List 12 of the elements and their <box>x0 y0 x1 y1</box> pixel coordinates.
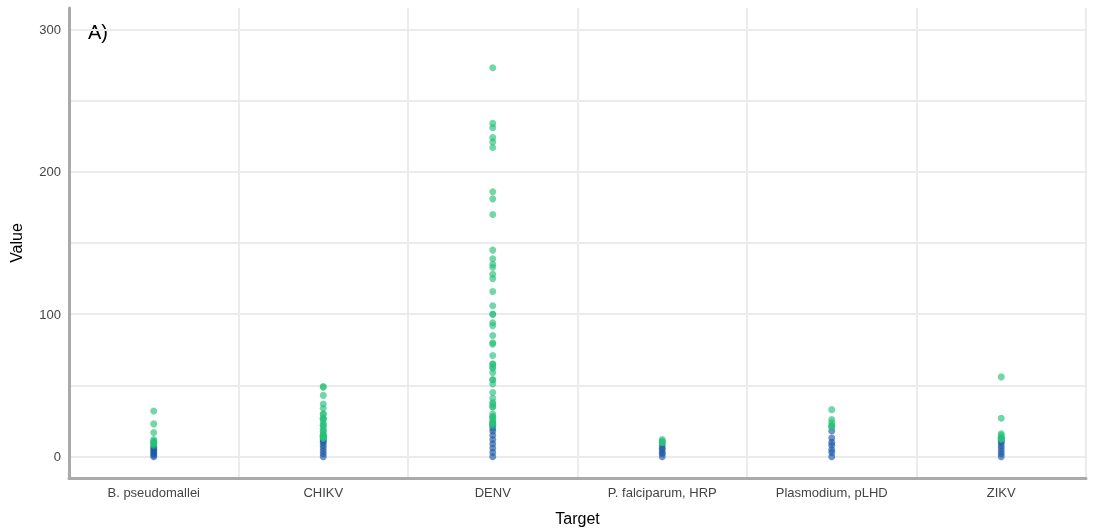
x-tick-label: Plasmodium, pLHD <box>775 485 888 500</box>
y-tick-label: 100 <box>39 306 61 322</box>
x-tick-label: DENV <box>474 485 512 500</box>
x-tick-label: CHIKV <box>303 485 344 500</box>
x-tick-label: B. pseudomallei <box>107 485 201 500</box>
y-tick-label: 200 <box>39 164 61 180</box>
x-tick-label: ZIKV <box>986 485 1017 500</box>
x-axis-title: Target <box>555 509 601 527</box>
y-tick-label: 0 <box>53 449 61 465</box>
y-tick-label: 300 <box>39 21 61 37</box>
y-axis-title: Value <box>7 223 25 263</box>
x-tick-label: P. falciparum, HRP <box>607 485 717 500</box>
